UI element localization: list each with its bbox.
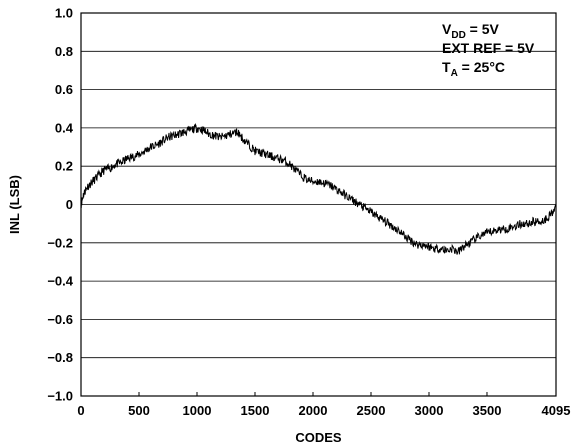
x-tick-label: 1000 <box>183 403 212 418</box>
condition-line: VDD = 5V <box>442 21 500 41</box>
x-tick-label: 3500 <box>473 403 502 418</box>
y-tick-label: 0 <box>66 197 73 212</box>
gridlines <box>81 50 556 359</box>
y-tick-label: −0.8 <box>47 350 73 365</box>
x-tick-label: 4095 <box>542 403 571 418</box>
inl-series-line <box>80 122 557 255</box>
x-tick-label: 1500 <box>241 403 270 418</box>
x-tick-label: 0 <box>77 403 84 418</box>
condition-line: TA = 25°C <box>442 59 505 79</box>
y-tick-label: −0.4 <box>47 274 73 289</box>
x-axis-ticks: 0 500 1000 1500 2000 2500 3000 3500 4095 <box>77 392 570 418</box>
y-tick-label: 1.0 <box>55 6 73 21</box>
y-tick-label: −0.2 <box>47 235 73 250</box>
condition-line: EXT REF = 5V <box>442 40 535 56</box>
y-tick-label: 0.4 <box>55 120 74 135</box>
y-tick-label: 0.8 <box>55 44 73 59</box>
x-tick-label: 2500 <box>357 403 386 418</box>
x-axis-label: CODES <box>295 430 342 445</box>
x-tick-label: 2000 <box>299 403 328 418</box>
y-axis-ticks: 1.0 0.8 0.6 0.4 0.2 0 −0.2 −0.4 −0.6 −0.8 −1.0 <box>47 6 73 404</box>
y-axis-label: INL (LSB) <box>7 175 22 234</box>
x-tick-label: 3000 <box>415 403 444 418</box>
y-tick-label: −0.6 <box>47 312 73 327</box>
y-tick-label: 0.6 <box>55 82 73 97</box>
x-tick-label: 500 <box>128 403 150 418</box>
y-tick-label: −1.0 <box>47 389 73 404</box>
y-tick-label: 0.2 <box>55 159 73 174</box>
